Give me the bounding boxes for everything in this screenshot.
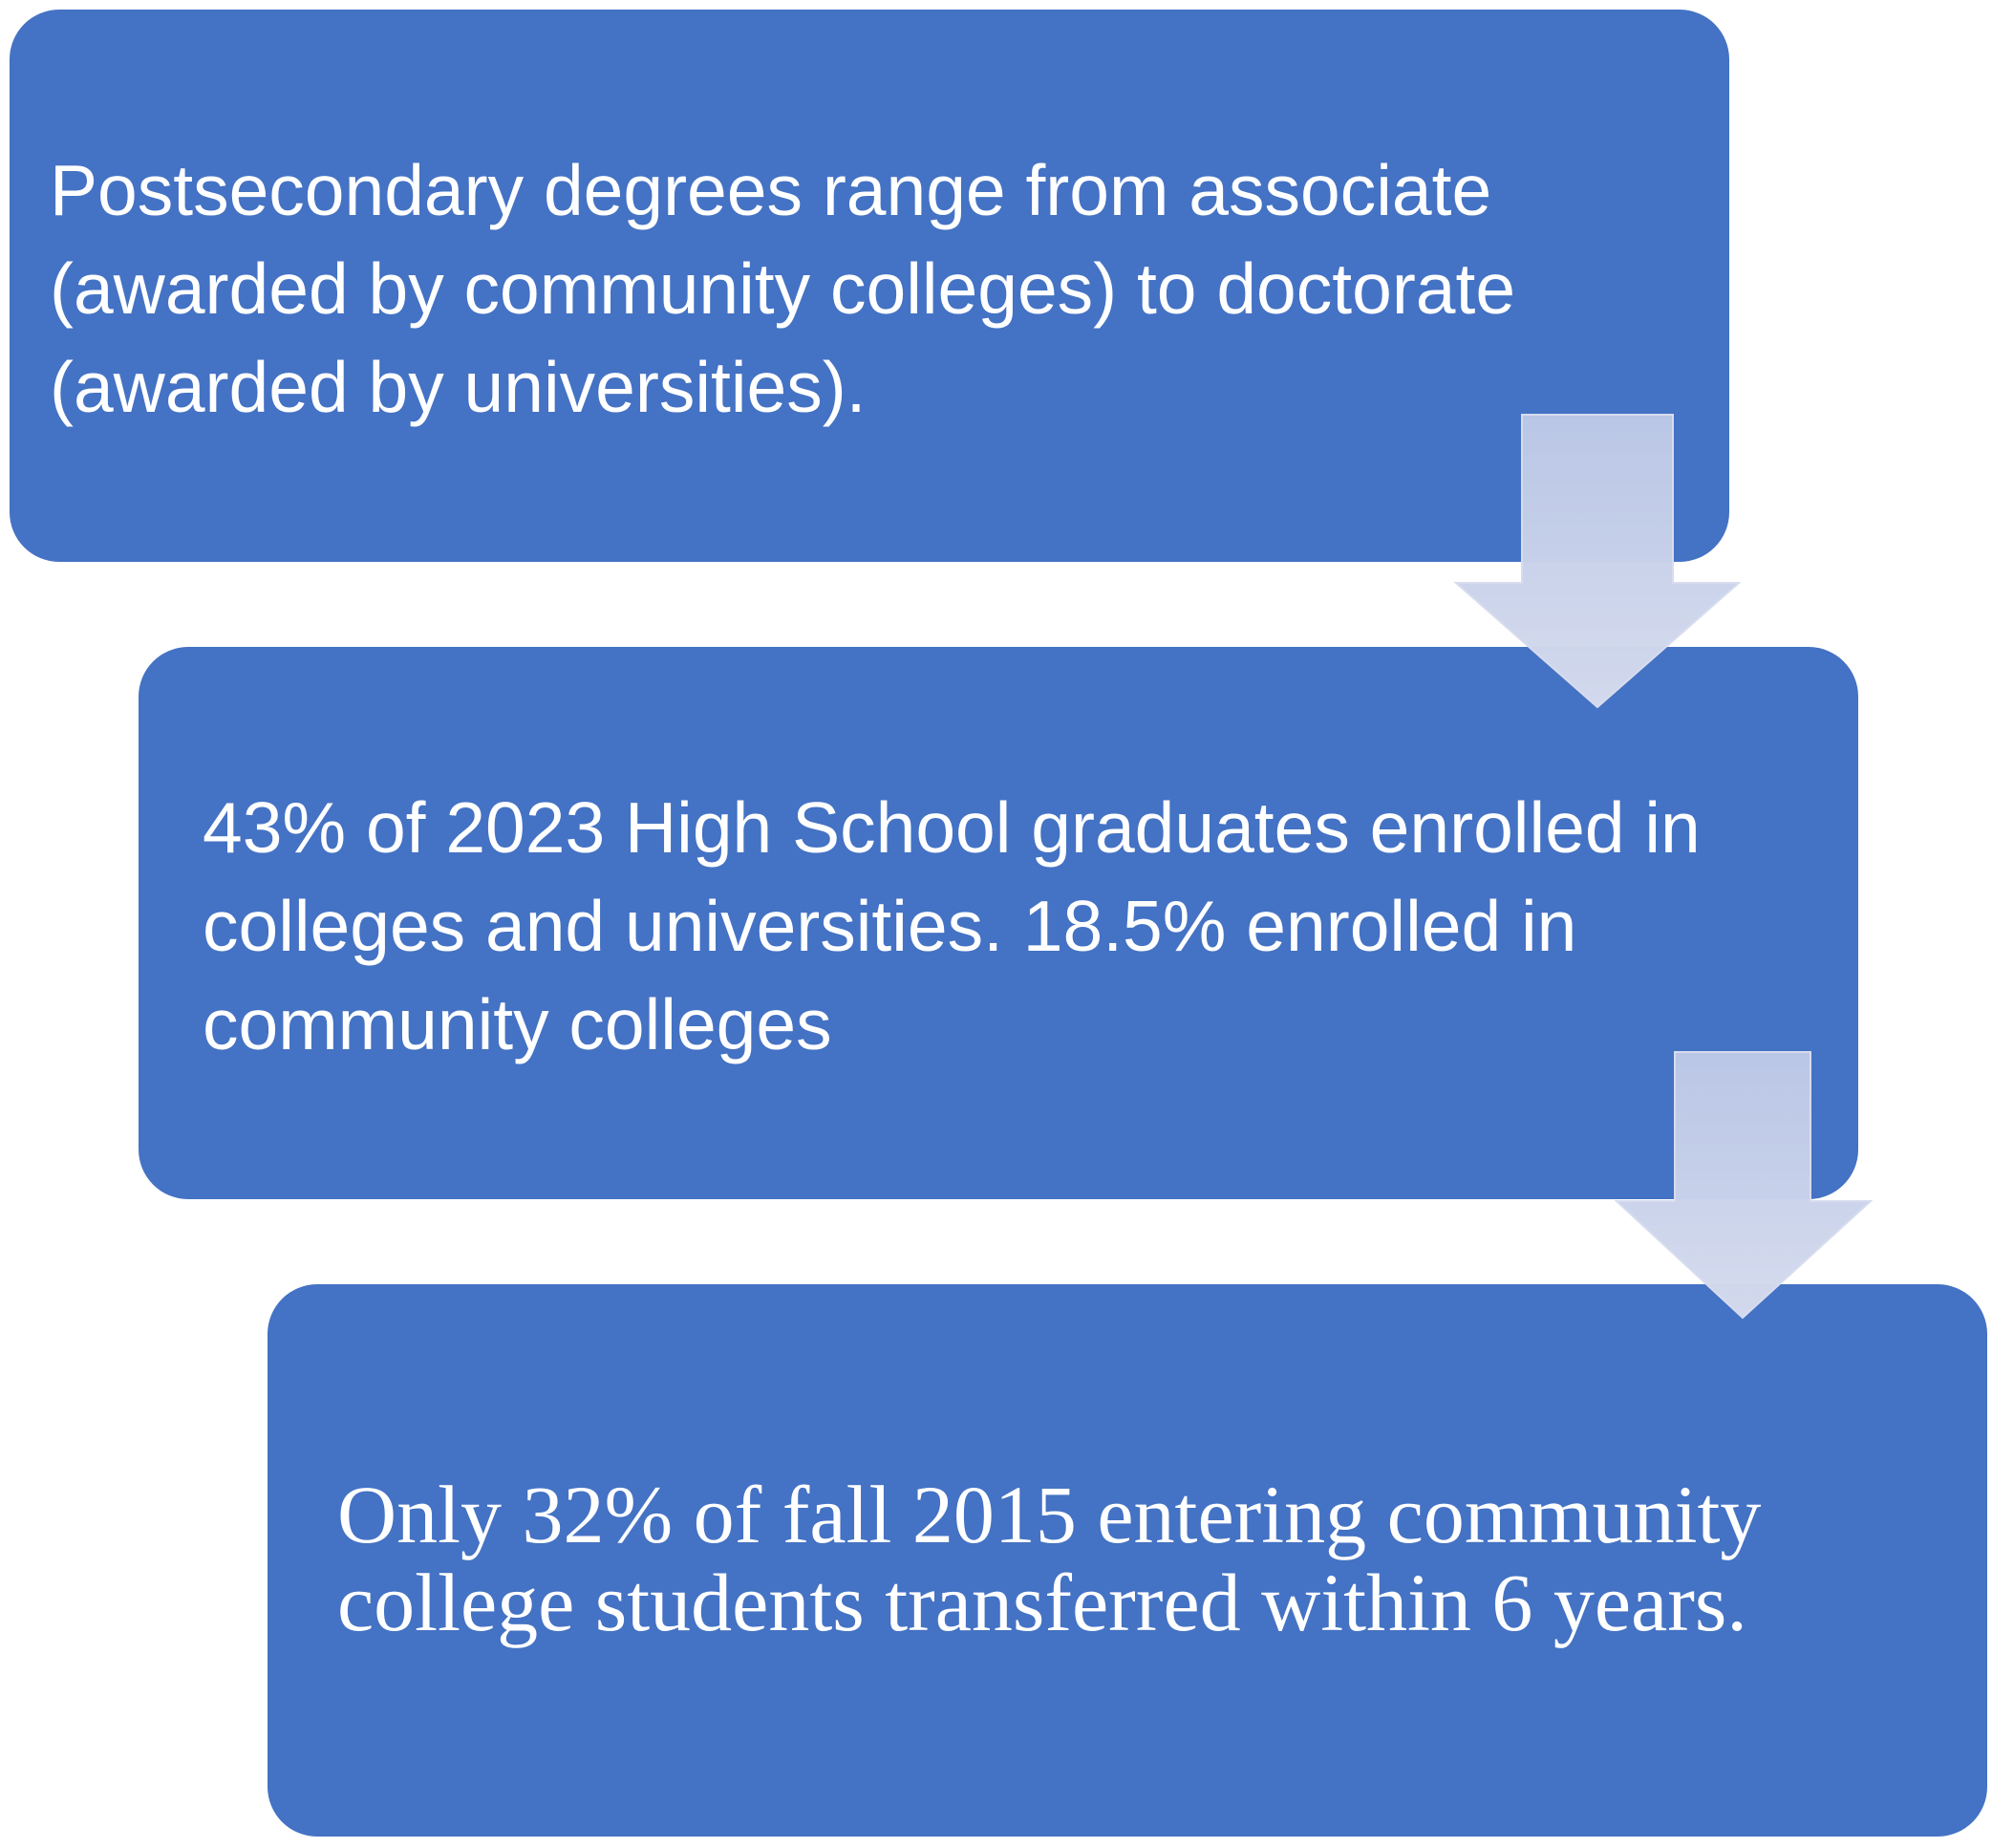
step-2-line-1: 43% of 2023 High School graduates enroll… bbox=[203, 787, 1701, 868]
step-2-line-3: community colleges bbox=[203, 984, 832, 1064]
step-1-line-3: (awarded by universities). bbox=[50, 347, 867, 427]
step-text-1: Postsecondary degrees range from associa… bbox=[50, 141, 1515, 437]
step-1-line-2: (awarded by community colleges) to docto… bbox=[50, 248, 1516, 329]
step-box-2: 43% of 2023 High School graduates enroll… bbox=[139, 647, 1858, 1199]
down-arrow-shape-1 bbox=[1454, 414, 1741, 709]
step-1-line-1: Postsecondary degrees range from associa… bbox=[50, 150, 1492, 230]
down-arrow-icon bbox=[1454, 414, 1741, 709]
step-box-3: Only 32% of fall 2015 entering community… bbox=[268, 1284, 1987, 1837]
down-arrow-icon bbox=[1615, 1051, 1873, 1320]
step-box-1: Postsecondary degrees range from associa… bbox=[10, 10, 1729, 562]
step-text-2: 43% of 2023 High School graduates enroll… bbox=[203, 779, 1701, 1074]
step-2-line-2: colleges and universities. 18.5% enrolle… bbox=[203, 886, 1577, 966]
down-arrow-shape-2 bbox=[1615, 1051, 1873, 1320]
step-3-line-2: college students transferred within 6 ye… bbox=[337, 1557, 1747, 1648]
step-3-line-1: Only 32% of fall 2015 entering community bbox=[337, 1469, 1762, 1560]
step-text-3: Only 32% of fall 2015 entering community… bbox=[337, 1471, 1761, 1646]
